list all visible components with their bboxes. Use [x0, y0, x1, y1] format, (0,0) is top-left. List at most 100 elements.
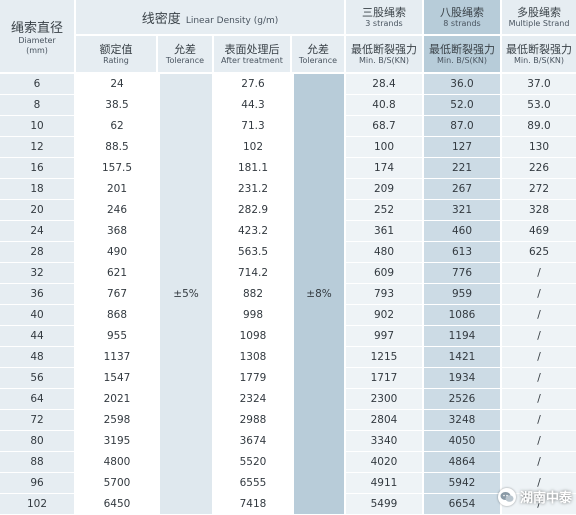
mbs-3-strands-cell: 3340 [346, 431, 424, 452]
mbs-8-strands-cell: 36.0 [424, 74, 502, 95]
header-8-strands: 八股绳索 8 strands [424, 0, 502, 36]
header-diameter-cn: 绳索直径 [10, 20, 63, 36]
mbs-multiple-strand-cell: / [502, 452, 576, 473]
mbs-3-strands-cell: 4020 [346, 452, 424, 473]
rating-cell: 246 [76, 200, 158, 221]
mbs-multiple-strand-cell: / [502, 284, 576, 305]
mbs-multiple-strand-cell: 328 [502, 200, 576, 221]
mbs-8-strands-cell: 6654 [424, 494, 502, 515]
table-row: 36 767 882 793 959/ [0, 284, 576, 305]
table-row: 96 5700 6555 4911 5942/ [0, 473, 576, 494]
diameter-cell: 20 [0, 200, 76, 221]
table-row: 40 868 998 902 1086/ [0, 305, 576, 326]
header-mbs-8-strands: 最低断裂强力 Min. B/S(KN) [424, 36, 502, 74]
diameter-cell: 44 [0, 326, 76, 347]
mbs-8-strands-cell: 959 [424, 284, 502, 305]
mbs-3-strands-cell: 793 [346, 284, 424, 305]
after-treatment-cell: 2324 [214, 389, 292, 410]
diameter-cell: 28 [0, 242, 76, 263]
mbs-3-strands-cell: 2300 [346, 389, 424, 410]
rating-cell: 1547 [76, 368, 158, 389]
table-row: 20 246 282.9 252 321 328 [0, 200, 576, 221]
rating-cell: 5700 [76, 473, 158, 494]
after-treatment-cell: 3674 [214, 431, 292, 452]
after-treatment-cell: 423.2 [214, 221, 292, 242]
table-row: 8 38.5 44.3 40.8 52.0 53.0 [0, 95, 576, 116]
rating-cell: 955 [76, 326, 158, 347]
after-treatment-cell: 998 [214, 305, 292, 326]
mbs-multiple-strand-cell: / [502, 410, 576, 431]
header-linear-density: 线密度 Linear Density (g/m) [76, 0, 346, 36]
mbs-3-strands-cell: 997 [346, 326, 424, 347]
diameter-cell: 40 [0, 305, 76, 326]
mbs-multiple-strand-cell: 130 [502, 137, 576, 158]
diameter-cell: 36 [0, 284, 76, 305]
header-multiple-strand: 多股绳索 Multiple Strand [502, 0, 576, 36]
rating-cell: 3195 [76, 431, 158, 452]
mbs-multiple-strand-cell: 272 [502, 179, 576, 200]
header-diameter-unit: (mm) [26, 45, 48, 55]
after-treatment-cell: 1098 [214, 326, 292, 347]
header-3-strands-cn: 三股绳索 [362, 5, 406, 19]
after-treatment-cell: 181.1 [214, 158, 292, 179]
mbs-3-strands-cell: 28.4 [346, 74, 424, 95]
diameter-cell: 56 [0, 368, 76, 389]
diameter-cell: 102 [0, 494, 76, 515]
mbs-multiple-strand-cell: 89.0 [502, 116, 576, 137]
mbs-8-strands-cell: 221 [424, 158, 502, 179]
after-treatment-cell: 282.9 [214, 200, 292, 221]
mbs-3-strands-cell: 40.8 [346, 95, 424, 116]
mbs-multiple-strand-cell: / [502, 368, 576, 389]
rating-cell: 201 [76, 179, 158, 200]
tolerance-linear-cell: ±5% [158, 74, 214, 515]
header-tolerance-linear-en: Tolerance [165, 55, 205, 65]
after-treatment-cell: 27.6 [214, 74, 292, 95]
mbs-8-strands-cell: 1086 [424, 305, 502, 326]
mbs-3-strands-cell: 68.7 [346, 116, 424, 137]
mbs-8-strands-cell: 4050 [424, 431, 502, 452]
rating-cell: 621 [76, 263, 158, 284]
after-treatment-cell: 882 [214, 284, 292, 305]
mbs-multiple-strand-cell: / [502, 326, 576, 347]
diameter-cell: 32 [0, 263, 76, 284]
watermark: 湖南中泰 [497, 487, 572, 506]
header-tolerance-treated-cn: 允差 [307, 42, 329, 56]
mbs-multiple-strand-cell: 625 [502, 242, 576, 263]
header-3-strands-en: 3 strands [365, 18, 403, 28]
mbs-3-strands-cell: 100 [346, 137, 424, 158]
table-row: 18 201 231.2 209 267 272 [0, 179, 576, 200]
header-rating-cn: 额定值 [99, 42, 133, 56]
header-rating: 额定值 Rating [76, 36, 158, 74]
header-mbs-3-strands-cn: 最低断裂强力 [351, 42, 417, 56]
rating-cell: 767 [76, 284, 158, 305]
header-multiple-strand-cn: 多股绳索 [517, 5, 561, 19]
after-treatment-cell: 5520 [214, 452, 292, 473]
mbs-3-strands-cell: 174 [346, 158, 424, 179]
table-row: 88 4800 5520 4020 4864/ [0, 452, 576, 473]
mbs-multiple-strand-cell: / [502, 431, 576, 452]
mbs-multiple-strand-cell: / [502, 347, 576, 368]
after-treatment-cell: 714.2 [214, 263, 292, 284]
header-tolerance-linear-cn: 允差 [174, 42, 196, 56]
rating-cell: 868 [76, 305, 158, 326]
header-mbs-multiple-strand-cn: 最低断裂强力 [506, 42, 572, 56]
mbs-3-strands-cell: 4911 [346, 473, 424, 494]
mbs-multiple-strand-cell: / [502, 305, 576, 326]
rating-cell: 2021 [76, 389, 158, 410]
table-row: 56 1547 1779 1717 1934/ [0, 368, 576, 389]
diameter-cell: 12 [0, 137, 76, 158]
table-row: 32 621 714.2 609 776/ [0, 263, 576, 284]
table-row: 6 24 ±5% 27.6 ±8% 28.4 36.0 37.0 [0, 74, 576, 515]
after-treatment-cell: 2988 [214, 410, 292, 431]
mbs-8-strands-cell: 1421 [424, 347, 502, 368]
table-row: 80 3195 3674 3340 4050/ [0, 431, 576, 452]
mbs-8-strands-cell: 613 [424, 242, 502, 263]
rating-cell: 1137 [76, 347, 158, 368]
header-mbs-8-strands-cn: 最低断裂强力 [429, 42, 495, 56]
mbs-8-strands-cell: 127 [424, 137, 502, 158]
table-row: 102 6450 7418 5499 6654/ [0, 494, 576, 515]
header-multiple-strand-en: Multiple Strand [508, 18, 570, 28]
mbs-8-strands-cell: 776 [424, 263, 502, 284]
mbs-8-strands-cell: 5942 [424, 473, 502, 494]
